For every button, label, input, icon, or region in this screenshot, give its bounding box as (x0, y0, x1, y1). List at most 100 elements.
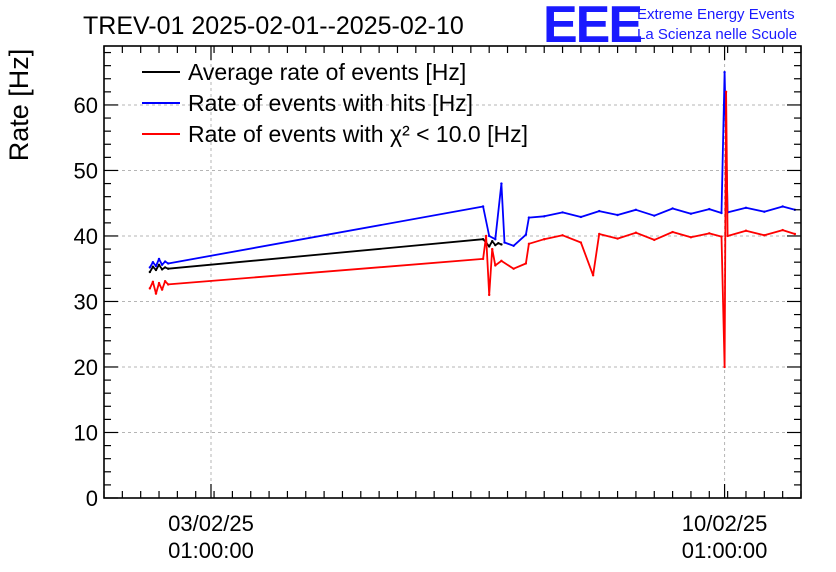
data-point (481, 257, 485, 261)
data-point (500, 243, 503, 246)
data-point (724, 90, 728, 94)
y-tick-label: 0 (86, 486, 98, 511)
data-point (634, 208, 638, 211)
data-point (579, 241, 583, 244)
grid (104, 46, 801, 498)
data-point (579, 215, 583, 219)
data-point (561, 234, 564, 237)
data-point (148, 270, 152, 274)
data-point (708, 207, 711, 211)
data-point (723, 365, 726, 369)
data-point (154, 264, 158, 268)
data-point (151, 280, 155, 284)
data-point (527, 216, 531, 219)
data-point (671, 207, 674, 210)
data-point (744, 206, 748, 210)
x-tick-label-date: 10/02/25 (682, 511, 768, 536)
data-point (160, 268, 164, 271)
data-point (500, 182, 503, 185)
eee-logo: EEE Extreme Energy Events La Scienza nel… (543, 0, 797, 54)
data-point (160, 288, 164, 291)
data-point (163, 266, 167, 269)
data-point (543, 238, 546, 241)
data-point (484, 234, 488, 238)
data-point (166, 262, 170, 265)
data-point (671, 230, 674, 234)
data-point (491, 247, 494, 251)
data-point (487, 293, 491, 297)
logo-line2: La Scienza nelle Scuole (637, 26, 797, 43)
data-point (720, 235, 723, 238)
y-tick-label: 10 (74, 420, 98, 445)
data-point (561, 211, 564, 214)
y-tick-label: 20 (74, 355, 98, 380)
data-point (503, 241, 506, 244)
data-point (616, 213, 619, 217)
data-point (481, 238, 485, 241)
data-point (154, 268, 158, 272)
data-point (708, 232, 711, 235)
data-point (524, 262, 528, 265)
ticks: 010203040506003/02/2501:00:0010/02/2501:… (74, 46, 802, 563)
data-point (494, 243, 497, 247)
data-point (543, 215, 546, 218)
data-point (653, 238, 656, 242)
y-axis-label: Rate [Hz] (4, 49, 34, 162)
data-point (166, 283, 170, 286)
data-point (723, 71, 726, 74)
x-tick-label-date: 03/02/25 (168, 511, 254, 536)
data-point (494, 238, 497, 241)
series-group (148, 71, 797, 369)
data-point (491, 240, 494, 243)
logo-letters: EEE (543, 0, 641, 54)
x-tick-label-time: 01:00:00 (168, 538, 254, 563)
data-point (163, 260, 167, 263)
data-point (524, 233, 528, 236)
data-point (497, 241, 500, 245)
data-point (793, 232, 797, 236)
data-point (598, 232, 601, 236)
data-point (154, 292, 158, 295)
chart-title: TREV-01 2025-02-01--2025-02-10 (83, 12, 464, 40)
data-point (500, 259, 503, 263)
y-tick-label: 60 (74, 93, 98, 118)
data-point (157, 263, 161, 266)
series-line-0 (149, 238, 502, 273)
data-point (653, 214, 656, 217)
data-point (481, 205, 485, 208)
data-point (487, 234, 491, 238)
data-point (689, 212, 693, 215)
data-point (160, 263, 164, 266)
data-point (591, 274, 595, 277)
data-point (720, 211, 723, 215)
data-point (763, 234, 766, 237)
data-point (151, 260, 155, 264)
y-tick-label: 30 (74, 289, 98, 314)
data-point (166, 267, 170, 270)
logo-line1: Extreme Energy Events (637, 6, 795, 23)
data-point (598, 209, 601, 213)
y-tick-label: 40 (74, 224, 98, 249)
data-point (726, 234, 729, 238)
data-point (512, 244, 515, 247)
data-point (616, 237, 619, 240)
legend-entry: Average rate of events [Hz] (188, 59, 466, 85)
legend-entry: Rate of events with hits [Hz] (188, 90, 473, 116)
legend: Average rate of events [Hz] Rate of event… (142, 59, 528, 147)
data-point (763, 210, 766, 213)
data-point (148, 266, 152, 269)
data-point (494, 264, 497, 267)
data-point (148, 287, 152, 290)
data-point (689, 236, 693, 239)
legend-entry: Rate of events with χ² < 10.0 [Hz] (188, 121, 528, 147)
data-point (151, 265, 155, 268)
y-tick-label: 50 (74, 158, 98, 183)
data-point (634, 231, 638, 234)
x-tick-label-time: 01:00:00 (682, 538, 768, 563)
data-point (527, 242, 531, 246)
data-point (157, 281, 161, 285)
data-point (781, 228, 784, 232)
data-point (487, 245, 491, 248)
data-point (163, 279, 167, 283)
